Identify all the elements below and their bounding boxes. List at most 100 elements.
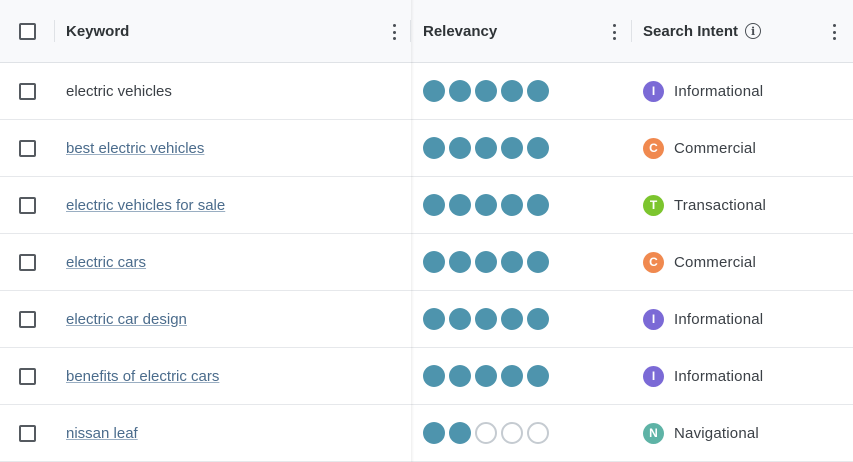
relevancy-dot-filled bbox=[449, 308, 471, 330]
relevancy-dot-filled bbox=[527, 308, 549, 330]
info-icon[interactable]: i bbox=[745, 23, 762, 39]
table-row[interactable]: benefits of electric cars I Informational bbox=[0, 348, 853, 405]
relevancy-dot-filled bbox=[423, 137, 445, 159]
keyword-text: electric vehicles bbox=[66, 82, 172, 100]
keyword-link[interactable]: electric vehicles for sale bbox=[66, 196, 226, 214]
row-checkbox[interactable] bbox=[19, 253, 36, 271]
keyword-column-menu-icon[interactable] bbox=[392, 24, 396, 40]
table-row[interactable]: electric vehicles for sale T Transactional bbox=[0, 177, 853, 234]
keyword-header[interactable]: Keyword bbox=[55, 0, 411, 62]
search-intent: N Navigational bbox=[643, 422, 759, 444]
relevancy-dot-empty bbox=[501, 422, 523, 444]
relevancy-dot-filled bbox=[449, 251, 471, 273]
row-checkbox[interactable] bbox=[19, 424, 36, 442]
relevancy-rating bbox=[423, 422, 549, 444]
row-checkbox-cell bbox=[0, 405, 55, 461]
relevancy-dot-filled bbox=[527, 137, 549, 159]
relevancy-dot-filled bbox=[449, 422, 471, 444]
row-checkbox-cell bbox=[0, 291, 55, 347]
intent-badge-icon: I bbox=[643, 365, 664, 387]
header-checkbox-cell bbox=[0, 0, 55, 62]
relevancy-dot-empty bbox=[527, 422, 549, 444]
keyword-cell: nissan leaf bbox=[55, 405, 411, 461]
search-intent: I Informational bbox=[643, 80, 764, 102]
table-row[interactable]: nissan leaf N Navigational bbox=[0, 405, 853, 462]
table-header: Keyword Relevancy Search Intent i bbox=[0, 0, 853, 63]
search-intent-cell: I Informational bbox=[631, 291, 853, 347]
search-intent-cell: I Informational bbox=[631, 348, 853, 404]
relevancy-rating bbox=[423, 308, 549, 330]
relevancy-rating bbox=[423, 194, 549, 216]
relevancy-header-label: Relevancy bbox=[423, 22, 498, 40]
relevancy-dot-filled bbox=[501, 194, 523, 216]
intent-label: Transactional bbox=[674, 196, 767, 214]
row-checkbox-cell bbox=[0, 120, 55, 176]
relevancy-dot-filled bbox=[423, 365, 445, 387]
intent-badge-icon: N bbox=[643, 422, 664, 444]
intent-label: Informational bbox=[674, 310, 764, 328]
relevancy-dot-filled bbox=[449, 365, 471, 387]
relevancy-cell bbox=[411, 348, 631, 404]
row-checkbox[interactable] bbox=[19, 139, 36, 157]
relevancy-rating bbox=[423, 137, 549, 159]
relevancy-cell bbox=[411, 63, 631, 119]
relevancy-dot-filled bbox=[527, 80, 549, 102]
relevancy-dot-filled bbox=[501, 308, 523, 330]
keyword-link[interactable]: electric cars bbox=[66, 253, 147, 271]
intent-label: Informational bbox=[674, 82, 764, 100]
table-row[interactable]: electric cars C Commercial bbox=[0, 234, 853, 291]
search-intent-cell: I Informational bbox=[631, 63, 853, 119]
relevancy-dot-filled bbox=[423, 80, 445, 102]
intent-badge-icon: C bbox=[643, 137, 664, 159]
relevancy-header[interactable]: Relevancy bbox=[411, 0, 631, 62]
search-intent-column-menu-icon[interactable] bbox=[832, 24, 836, 40]
keyword-cell: best electric vehicles bbox=[55, 120, 411, 176]
keyword-link[interactable]: electric car design bbox=[66, 310, 187, 328]
keyword-link[interactable]: best electric vehicles bbox=[66, 139, 205, 157]
row-checkbox[interactable] bbox=[19, 82, 36, 100]
search-intent-header-label: Search Intent bbox=[643, 22, 739, 40]
search-intent: I Informational bbox=[643, 365, 764, 387]
row-checkbox-cell bbox=[0, 234, 55, 290]
relevancy-rating bbox=[423, 365, 549, 387]
table-row[interactable]: electric car design I Informational bbox=[0, 291, 853, 348]
keyword-link[interactable]: benefits of electric cars bbox=[66, 367, 220, 385]
relevancy-dot-filled bbox=[501, 80, 523, 102]
relevancy-cell bbox=[411, 405, 631, 461]
column-divider bbox=[410, 20, 411, 42]
keyword-link[interactable]: nissan leaf bbox=[66, 424, 138, 442]
keyword-cell: electric cars bbox=[55, 234, 411, 290]
keyword-header-label: Keyword bbox=[66, 22, 130, 40]
row-checkbox[interactable] bbox=[19, 196, 36, 214]
keyword-cell: benefits of electric cars bbox=[55, 348, 411, 404]
relevancy-dot-filled bbox=[501, 365, 523, 387]
search-intent-header[interactable]: Search Intent i bbox=[631, 0, 853, 62]
row-checkbox[interactable] bbox=[19, 367, 36, 385]
intent-badge-icon: C bbox=[643, 251, 664, 273]
relevancy-dot-filled bbox=[423, 194, 445, 216]
intent-badge-icon: I bbox=[643, 80, 664, 102]
row-checkbox-cell bbox=[0, 177, 55, 233]
relevancy-dot-filled bbox=[527, 251, 549, 273]
keyword-cell: electric vehicles for sale bbox=[55, 177, 411, 233]
relevancy-dot-filled bbox=[449, 80, 471, 102]
relevancy-dot-filled bbox=[423, 308, 445, 330]
table-row[interactable]: best electric vehicles C Commercial bbox=[0, 120, 853, 177]
relevancy-dot-filled bbox=[475, 137, 497, 159]
search-intent: I Informational bbox=[643, 308, 764, 330]
search-intent: C Commercial bbox=[643, 251, 756, 273]
relevancy-dot-filled bbox=[527, 194, 549, 216]
relevancy-column-menu-icon[interactable] bbox=[612, 24, 616, 40]
relevancy-dot-empty bbox=[475, 422, 497, 444]
row-checkbox-cell bbox=[0, 63, 55, 119]
relevancy-dot-filled bbox=[423, 251, 445, 273]
table-row[interactable]: electric vehicles I Informational bbox=[0, 63, 853, 120]
select-all-checkbox[interactable] bbox=[19, 22, 36, 40]
relevancy-dot-filled bbox=[475, 80, 497, 102]
row-checkbox[interactable] bbox=[19, 310, 36, 328]
keyword-cell: electric car design bbox=[55, 291, 411, 347]
intent-badge-icon: I bbox=[643, 308, 664, 330]
intent-label: Informational bbox=[674, 367, 764, 385]
relevancy-dot-filled bbox=[501, 251, 523, 273]
